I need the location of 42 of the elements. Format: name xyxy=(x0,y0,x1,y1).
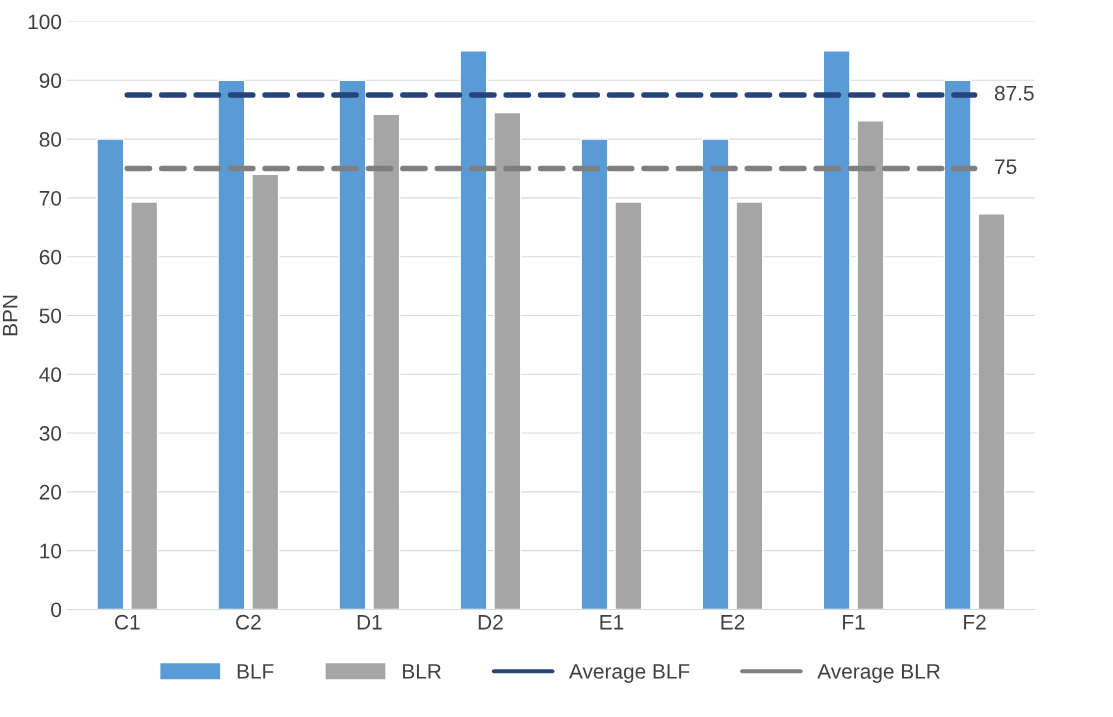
bar xyxy=(856,120,885,610)
y-tick-label: 90 xyxy=(39,73,62,89)
y-tick-label: 40 xyxy=(39,367,62,383)
x-tick-label: E1 xyxy=(600,615,624,630)
bar xyxy=(217,79,246,610)
y-tick-label: 100 xyxy=(28,14,62,30)
bar xyxy=(977,213,1006,610)
bar xyxy=(251,173,280,610)
y-tick-label: 80 xyxy=(39,132,62,147)
bar xyxy=(735,201,764,610)
bar xyxy=(459,50,488,610)
bar xyxy=(130,201,159,610)
x-tick-label: E2 xyxy=(721,614,745,630)
data-label: 75 xyxy=(995,159,1017,175)
bar xyxy=(493,111,522,610)
legend-label: Average BLF xyxy=(569,664,690,683)
bar xyxy=(580,138,609,610)
y-tick-label: 20 xyxy=(39,484,62,500)
x-tick-label: C1 xyxy=(115,614,140,630)
x-tick-label: D2 xyxy=(478,614,503,630)
bar xyxy=(96,138,125,610)
y-tick-label: 60 xyxy=(39,249,62,265)
y-tick-label: 30 xyxy=(39,426,62,441)
bar xyxy=(614,201,643,610)
y-tick-label: 10 xyxy=(40,543,62,559)
legend-label: Average BLR xyxy=(817,664,940,683)
x-tick-label: F2 xyxy=(964,614,986,630)
y-tick-label: 70 xyxy=(39,190,62,206)
bar xyxy=(701,138,730,610)
bar xyxy=(338,79,367,610)
bar xyxy=(943,79,972,610)
legend-label: BLR xyxy=(403,664,441,679)
legend-label: BLF xyxy=(237,664,274,679)
bar xyxy=(372,113,401,610)
y-axis-title: BPN xyxy=(2,295,18,336)
x-tick-label: F1 xyxy=(843,615,865,630)
x-tick-label: D1 xyxy=(357,615,382,630)
bar xyxy=(822,50,851,610)
x-tick-label: C2 xyxy=(236,614,261,630)
y-tick-label: 50 xyxy=(39,308,62,324)
data-label: 87.5 xyxy=(994,85,1034,101)
y-tick-label: 0 xyxy=(51,602,62,618)
